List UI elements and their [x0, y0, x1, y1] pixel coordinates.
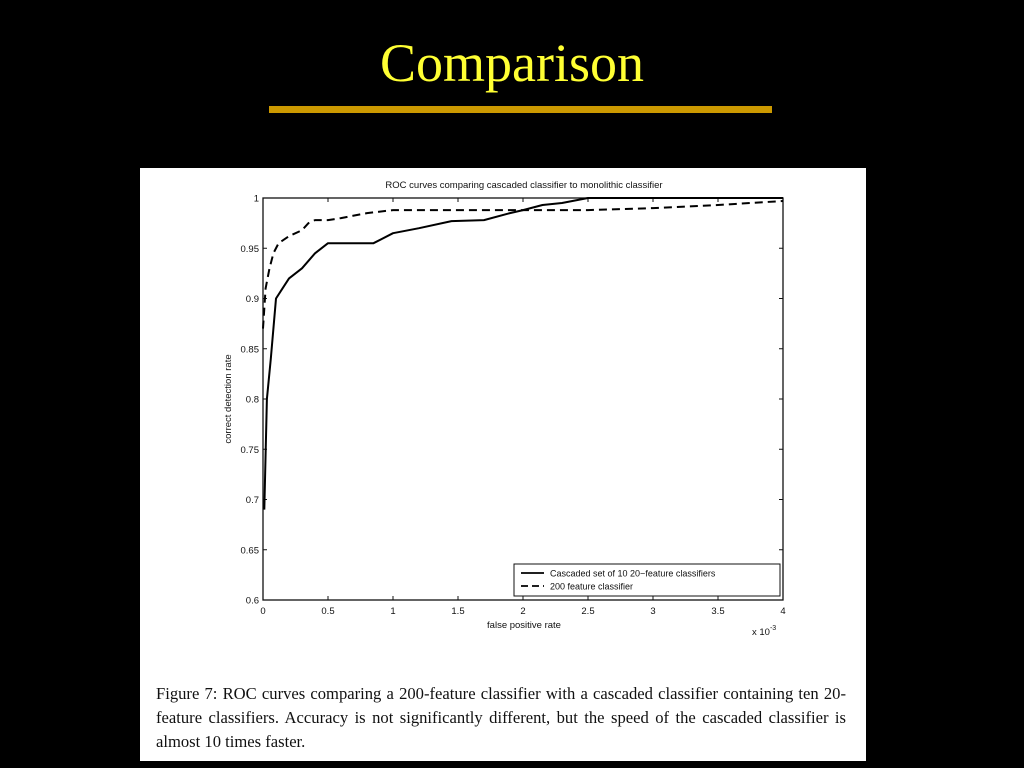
x-axis-label: false positive rate — [487, 620, 561, 631]
x-tick-label: 2 — [520, 606, 525, 617]
y-axis-label: correct detection rate — [223, 354, 234, 443]
y-tick-label: 0.7 — [246, 495, 259, 506]
x-tick-label: 2.5 — [581, 606, 594, 617]
figure-caption: Figure 7: ROC curves comparing a 200-fea… — [156, 684, 846, 751]
series-layer — [262, 197, 784, 510]
x-tick-label: 1 — [390, 606, 395, 617]
plot-frame — [262, 197, 784, 601]
y-axis-ticks: 0.6 0.65 0.7 0.75 0.8 0.85 0.9 0.95 1 — [241, 194, 783, 607]
legend-box — [513, 563, 781, 597]
chart-title: ROC curves comparing cascaded classifier… — [385, 180, 662, 191]
x-axis-multiplier-base: x 10 — [752, 627, 770, 638]
figure-panel: ROC curves comparing cascaded classifier… — [140, 168, 866, 761]
x-axis-multiplier-exponent: -3 — [770, 625, 776, 632]
y-tick-label: 0.6 — [246, 596, 259, 607]
series-line-cascaded — [263, 197, 783, 510]
y-tick-label: 0.9 — [246, 294, 259, 305]
x-tick-label: 3 — [650, 606, 655, 617]
y-tick-label: 1 — [254, 194, 259, 205]
series-line-monolithic — [262, 200, 784, 329]
x-tick-label: 0 — [260, 606, 265, 617]
y-tick-label: 0.85 — [241, 344, 260, 355]
x-tick-label: 0.5 — [321, 606, 334, 617]
x-axis-multiplier: x 10-3 — [752, 625, 776, 638]
x-axis-ticks: 0 0.5 1 1.5 2 2.5 3 3.5 4 — [260, 198, 786, 617]
legend-label-cascaded: Cascaded set of 10 20−feature classifier… — [550, 569, 716, 579]
x-tick-label: 1.5 — [451, 606, 464, 617]
x-tick-label: 3.5 — [711, 606, 724, 617]
y-tick-label: 0.8 — [246, 395, 259, 406]
y-tick-label: 0.65 — [241, 545, 260, 556]
title-underline — [269, 106, 772, 113]
slide-title: Comparison — [380, 33, 644, 93]
y-tick-label: 0.75 — [241, 445, 260, 456]
y-tick-label: 0.95 — [241, 244, 260, 255]
legend: Cascaded set of 10 20−feature classifier… — [513, 563, 781, 597]
legend-label-monolithic: 200 feature classifier — [550, 582, 633, 592]
roc-chart: ROC curves comparing cascaded classifier… — [223, 180, 786, 638]
x-tick-label: 4 — [780, 606, 785, 617]
